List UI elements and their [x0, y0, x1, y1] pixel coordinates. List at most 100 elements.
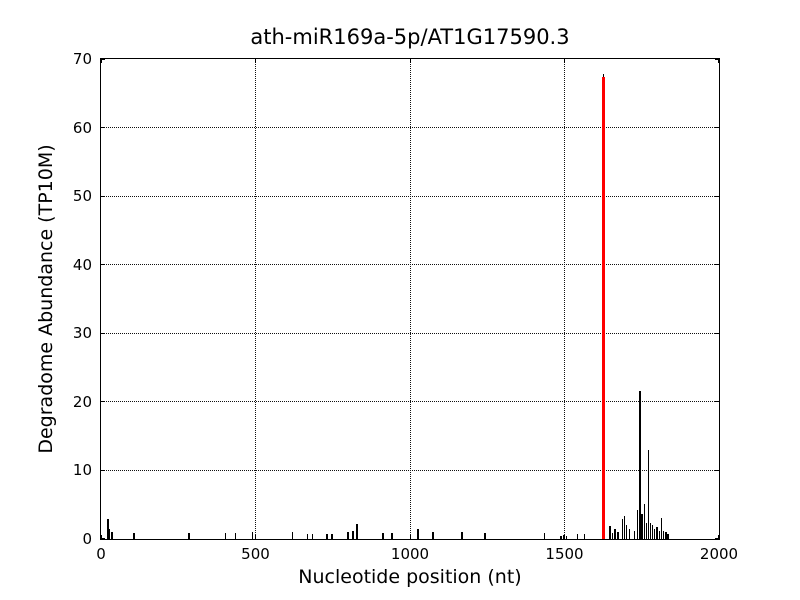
degradome-abundance-spike: [306, 533, 309, 539]
grid-line-horizontal: [101, 264, 719, 266]
x-tick-mark-top: [409, 59, 411, 63]
degradome-abundance-spike: [583, 533, 586, 539]
y-tick-mark-right: [715, 538, 719, 539]
degradome-abundance-spike: [331, 533, 333, 539]
y-tick-mark: [101, 59, 105, 60]
degradome-abundance-spike: [356, 523, 358, 539]
degradome-abundance-spike: [633, 530, 636, 539]
degradome-abundance-spike: [647, 449, 650, 539]
degradome-abundance-spike: [188, 532, 190, 539]
degradome-abundance-spike: [645, 522, 648, 539]
degradome-abundance-spike: [234, 532, 237, 539]
degradome-abundance-spike: [432, 532, 434, 539]
x-tick-mark: [255, 535, 256, 539]
degradome-abundance-spike: [660, 517, 663, 539]
degradome-abundance-spike: [291, 532, 294, 539]
degradome-abundance-spike: [565, 535, 568, 539]
plot-area: [100, 58, 720, 540]
grid-line-horizontal: [101, 401, 719, 403]
degradome-abundance-spike: [651, 525, 654, 539]
y-tick-mark-right: [715, 264, 719, 266]
degradome-abundance-spike: [382, 532, 384, 539]
degradome-abundance-spike: [560, 535, 562, 539]
x-axis-label: Nucleotide position (nt): [298, 566, 522, 588]
degradome-abundance-spike: [636, 510, 639, 539]
degradome-abundance-spike: [251, 532, 254, 539]
degradome-abundance-spike: [111, 532, 113, 539]
y-tick-label: 20: [72, 392, 92, 411]
chart-title: ath-miR169a-5p/AT1G17590.3: [250, 25, 570, 49]
degradome-abundance-spike: [621, 519, 624, 539]
y-tick-mark: [101, 401, 105, 403]
degradome-abundance-spike: [649, 523, 652, 539]
y-tick-label: 50: [72, 187, 92, 206]
y-tick-mark: [101, 127, 105, 129]
degradome-abundance-spike: [623, 516, 626, 539]
y-tick-label: 70: [72, 50, 92, 68]
x-tick-label: 2000: [699, 545, 739, 563]
y-tick-label: 60: [72, 118, 92, 137]
y-tick-mark-right: [715, 59, 719, 60]
y-tick-mark-right: [715, 401, 719, 403]
y-tick-label: 10: [72, 461, 92, 480]
x-tick-mark: [564, 535, 565, 539]
x-tick-mark-top: [255, 59, 256, 63]
x-tick-mark-top: [101, 59, 102, 63]
x-tick-label: 1000: [390, 545, 430, 563]
degradome-abundance-spike: [665, 532, 667, 539]
y-tick-mark: [101, 195, 105, 197]
degradome-abundance-spike: [461, 532, 463, 539]
degradome-abundance-spike: [484, 532, 486, 539]
x-tick-mark-top: [718, 59, 719, 63]
y-tick-mark: [101, 264, 105, 266]
degradome-abundance-spike: [639, 390, 641, 539]
degradome-abundance-spike: [641, 514, 643, 539]
grid-line-horizontal: [101, 469, 719, 471]
degradome-abundance-spike: [617, 532, 619, 539]
mirna-cleavage-site-spike: [601, 76, 605, 539]
degradome-abundance-spike: [609, 525, 611, 539]
x-tick-mark-top: [564, 59, 565, 63]
x-tick-mark: [718, 535, 719, 539]
degradome-abundance-spike: [653, 529, 656, 539]
degradome-abundance-spike: [562, 534, 565, 539]
degradome-abundance-spike: [417, 528, 419, 539]
y-tick-mark-right: [715, 127, 719, 129]
grid-line-vertical: [255, 59, 256, 539]
degradome-abundance-spike: [224, 532, 227, 539]
degradome-abundance-spike: [391, 532, 393, 539]
y-tick-mark-right: [715, 469, 719, 471]
degradome-abundance-spike: [108, 529, 111, 539]
degradome-abundance-spike: [658, 531, 661, 539]
grid-line-vertical: [564, 59, 565, 539]
y-tick-mark: [101, 469, 105, 471]
grid-line-horizontal: [101, 332, 719, 334]
degradome-abundance-spike: [133, 532, 135, 539]
degradome-abundance-spike: [614, 529, 616, 539]
y-tick-label: 0: [82, 530, 92, 548]
grid-line-vertical: [409, 59, 411, 539]
degradome-abundance-spike: [107, 519, 109, 539]
y-tick-mark-right: [715, 332, 719, 334]
degradome-abundance-spike: [347, 532, 349, 539]
x-tick-mark: [101, 535, 102, 539]
y-tick-mark: [101, 332, 105, 334]
y-tick-mark: [101, 538, 105, 539]
degradome-abundance-spike: [656, 527, 658, 539]
degradome-abundance-spike: [611, 532, 614, 539]
degradome-abundance-spike: [662, 530, 665, 539]
grid-line-horizontal: [101, 127, 719, 129]
y-tick-label: 40: [72, 255, 92, 274]
degradome-abundance-spike: [667, 533, 669, 539]
degradome-abundance-spike: [643, 504, 646, 539]
x-tick-label: 0: [96, 545, 106, 563]
x-tick-mark: [409, 535, 411, 539]
y-tick-mark-right: [715, 195, 719, 197]
degradome-abundance-spike: [628, 528, 631, 539]
degradome-abundance-spike: [352, 530, 354, 539]
x-tick-label: 500: [241, 545, 270, 563]
degradome-abundance-spike: [576, 534, 579, 539]
degradome-abundance-spike: [311, 533, 314, 539]
y-tick-label: 30: [72, 324, 92, 343]
